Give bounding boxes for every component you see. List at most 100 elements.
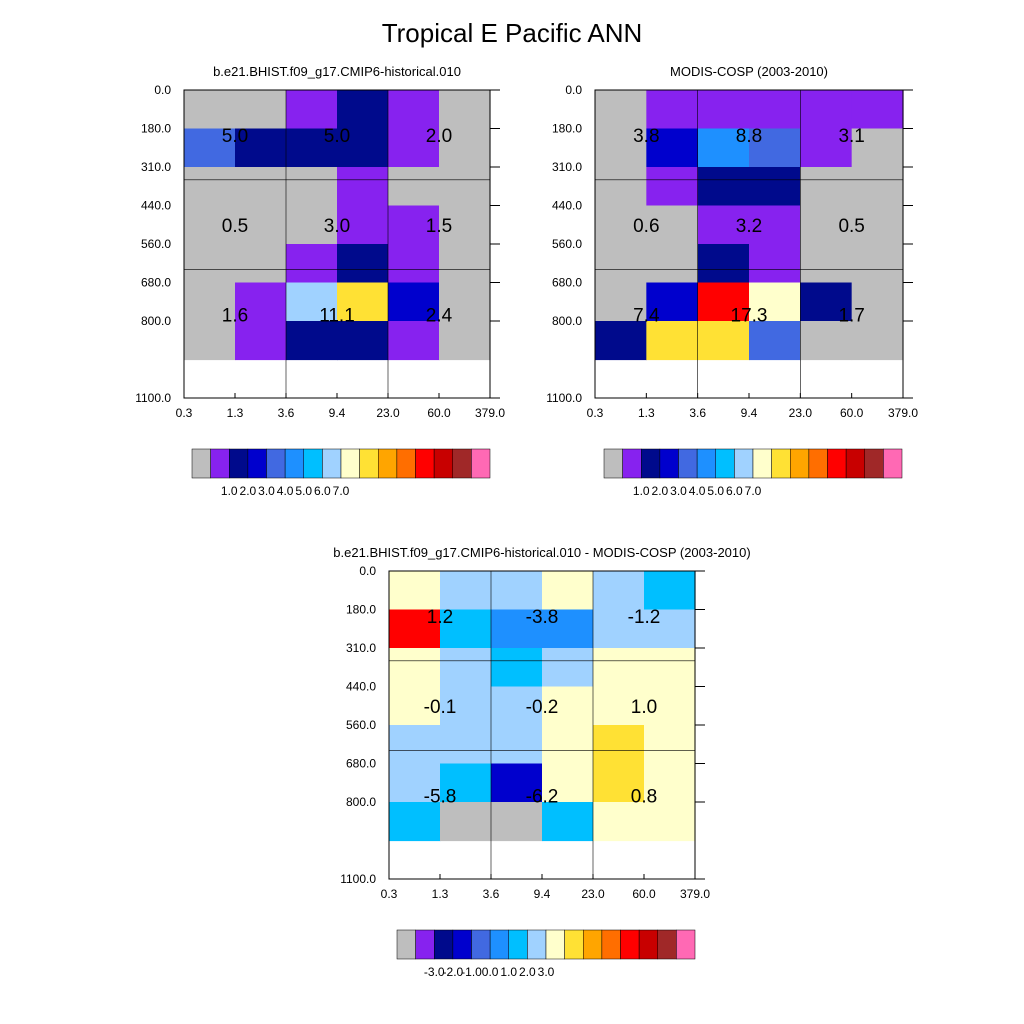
box-value-label: 0.5 [838,216,864,237]
x-tick-label: 3.6 [689,406,706,420]
y-tick-label: 310.0 [552,160,582,174]
legend-swatch [752,448,772,479]
y-tick-label: 180.0 [141,122,171,136]
legend-label: 2.0 [240,484,257,498]
heatmap-cell [491,571,543,611]
legend-swatch [471,448,491,479]
box-value-label: 17.3 [731,306,768,327]
legend-swatch [638,929,658,960]
y-tick-label: 1100.0 [135,391,171,405]
heatmap-cell [800,321,853,361]
heatmap-cell [749,167,801,207]
panel-title: b.e21.BHIST.f09_g17.CMIP6-historical.010… [333,545,750,560]
heatmap-cell [646,321,699,361]
heatmap-cell [800,90,853,130]
box-value-label: -1.2 [628,607,661,628]
heatmap-cell [697,167,750,207]
heatmap-cell [749,90,801,130]
heatmap-cell [646,244,699,284]
heatmap-cell [542,648,594,688]
heatmap-cell [491,648,543,688]
heatmap-cell [851,244,904,284]
heatmap-cell [388,282,440,322]
y-tick-label: 0.0 [359,564,376,578]
y-tick-label: 560.0 [346,718,376,732]
legend-swatch [715,448,735,479]
heatmap-cell [542,802,594,842]
heatmap-cell [184,128,236,168]
heatmap-cell [851,90,904,130]
heatmap-cell [800,167,853,207]
legend-label: 1.0 [633,484,650,498]
legend-label: 5.0 [707,484,724,498]
y-tick-label: 0.0 [565,83,582,97]
heatmap-cell [646,90,699,130]
x-tick-label: 3.6 [483,887,500,901]
heatmap-cell [184,244,236,284]
legend-swatch [452,929,472,960]
heatmap-cell [542,686,594,726]
heatmap-cell [646,128,699,168]
heatmap-cell [644,571,696,611]
legend-label: 3.0 [538,965,555,979]
heatmap-cell [235,167,287,207]
legend-swatch [657,929,677,960]
legend-label: 4.0 [689,484,706,498]
legend-label: 3.0 [670,484,687,498]
legend-swatch [641,448,661,479]
x-tick-label: 9.4 [534,887,551,901]
box-value-label: -0.2 [526,697,559,718]
heatmap-cell [184,90,236,130]
box-value-label: 1.6 [222,306,248,327]
heatmap-cell [697,321,750,361]
box-value-label: -3.8 [526,607,559,628]
x-tick-label: 3.6 [278,406,295,420]
heatmap-cell [184,282,236,322]
box-value-label: 3.0 [324,216,350,237]
legend-label: -1.0 [461,965,482,979]
heatmap-cell [749,321,801,361]
heatmap-cell [286,128,338,168]
heatmap-cell [595,167,647,207]
heatmap-cell [851,128,904,168]
legend-swatch [659,448,679,479]
heatmap-cell [491,686,543,726]
heatmap-cell [440,725,492,765]
legend-swatch [266,448,286,479]
heatmap-cell [388,321,440,361]
x-tick-label: 9.4 [741,406,758,420]
heatmap-cell [440,648,492,688]
heatmap-cell [542,763,594,803]
heatmap-cell [644,609,696,649]
heatmap-cell [697,90,750,130]
legend-label: 4.0 [277,484,294,498]
legend-swatch [229,448,249,479]
legend-swatch [378,448,398,479]
heatmap-cell [595,90,647,130]
y-tick-label: 440.0 [346,680,376,694]
box-value-label: 3.2 [736,216,762,237]
heatmap-cell [388,244,440,284]
panel-obs: MODIS-COSP (2003-2010) 3.8 8.8 3.1 0.6 3.2 0.5… [546,64,918,498]
heatmap-cell [388,167,440,207]
legend-swatch [415,929,435,960]
x-tick-label: 23.0 [789,406,813,420]
legend-label: 2.0 [652,484,669,498]
heatmap-cell [337,90,389,130]
heatmap-cell [851,167,904,207]
heatmap-cell [184,321,236,361]
heatmap-cell [644,725,696,765]
x-tick-label: 0.3 [176,406,193,420]
heatmap-cell [593,725,645,765]
x-tick-label: 23.0 [376,406,400,420]
legend-swatch [564,929,584,960]
box-value-label: 1.5 [426,216,452,237]
heatmap-cell [851,205,904,245]
legend-swatch [771,448,791,479]
y-tick-label: 1100.0 [546,391,582,405]
heatmap-cell [542,609,594,649]
box-value-label: 1.0 [631,697,657,718]
x-tick-label: 379.0 [475,406,505,420]
heatmap-cell [439,282,491,322]
